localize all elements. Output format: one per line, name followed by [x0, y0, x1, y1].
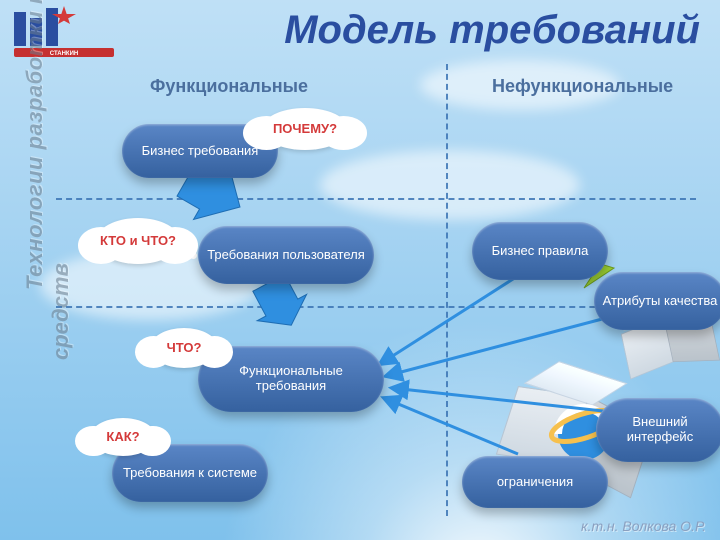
- cloud-label: КТО и ЧТО?: [100, 234, 176, 248]
- node-business-rules: Бизнес правила: [472, 222, 608, 280]
- node-label: ограничения: [497, 475, 573, 490]
- column-header-right: Нефункциональные: [492, 76, 673, 97]
- cloud-what: ЧТО?: [150, 328, 218, 368]
- page-title: Модель требований: [284, 8, 700, 53]
- node-label: Бизнес требования: [142, 144, 259, 159]
- cloud-label: ЧТО?: [167, 341, 202, 355]
- side-text: средств: [48, 263, 74, 360]
- cloud-label: ПОЧЕМУ?: [273, 122, 337, 136]
- slide: СТАНКИН Модель требований Технологии раз…: [0, 0, 720, 540]
- bg-cloud: [320, 150, 580, 220]
- node-label: Функциональные требования: [206, 364, 376, 394]
- cloud-how: КАК?: [90, 418, 156, 456]
- cloud-label: КАК?: [106, 430, 139, 444]
- author-credit: к.т.н. Волкова О.Р.: [581, 518, 706, 534]
- node-label: Атрибуты качества: [603, 294, 718, 309]
- side-text: Технологии разработки программных: [22, 0, 48, 290]
- node-constraints: ограничения: [462, 456, 608, 508]
- cloud-who: КТО и ЧТО?: [96, 218, 180, 264]
- node-label: Требования к системе: [123, 466, 257, 481]
- node-user-requirements: Требования пользователя: [198, 226, 374, 284]
- node-external-interface: Внешний интерфейс: [596, 398, 720, 462]
- node-label: Бизнес правила: [492, 244, 589, 259]
- column-header-left: Функциональные: [150, 76, 308, 97]
- divider-v: [446, 64, 448, 516]
- node-quality-attributes: Атрибуты качества: [594, 272, 720, 330]
- cloud-why: ПОЧЕМУ?: [262, 108, 348, 150]
- svg-text:СТАНКИН: СТАНКИН: [50, 51, 78, 57]
- node-label: Внешний интерфейс: [604, 415, 716, 445]
- divider-h: [56, 198, 696, 200]
- node-label: Требования пользователя: [207, 248, 365, 263]
